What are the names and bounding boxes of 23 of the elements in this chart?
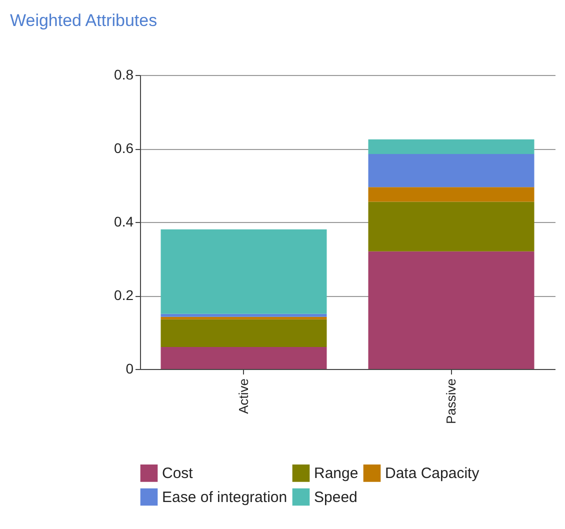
bar	[368, 251, 534, 369]
bar	[160, 316, 327, 320]
bar	[160, 314, 327, 317]
bar	[368, 139, 534, 154]
legend-label: Speed	[314, 489, 358, 506]
legend-label: Cost	[162, 465, 194, 482]
legend-label: Data Capacity	[385, 465, 480, 482]
y-tick-label: 0.4	[114, 214, 134, 230]
y-tick-label: 0.6	[114, 140, 134, 156]
bar	[368, 187, 534, 202]
bar	[160, 319, 327, 347]
x-tick-label: Passive	[443, 378, 458, 424]
y-tick-label: 0.8	[114, 66, 134, 82]
bar	[160, 346, 327, 369]
legend-label: Range	[314, 465, 358, 482]
chart-title: Weighted Attributes	[10, 11, 158, 30]
bar	[368, 154, 534, 188]
bar	[368, 202, 534, 252]
x-tick-label: Active	[236, 378, 251, 414]
y-tick-label: 0	[126, 360, 134, 376]
y-tick-label: 0.2	[114, 287, 134, 303]
legend-label: Ease of integration	[162, 489, 288, 506]
bar	[160, 229, 327, 314]
